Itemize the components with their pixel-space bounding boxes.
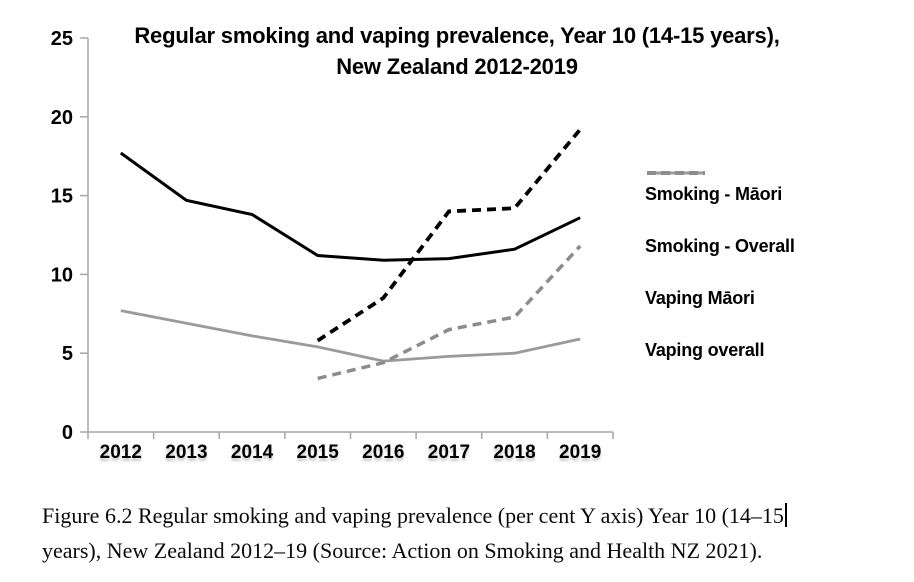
y-axis-label: 25 bbox=[51, 28, 73, 50]
series-line-2 bbox=[316, 128, 582, 343]
y-axis-label: 15 bbox=[51, 186, 73, 208]
line-chart: 0 5 10 15 20 25 2012 2013 2014 2015 2016 2017 2018 20… bbox=[0, 20, 914, 463]
legend-marker-dashed-line-icon bbox=[647, 171, 705, 175]
caption-line1: Figure 6.2 Regular smoking and vaping pr… bbox=[42, 503, 784, 528]
x-axis-label: 2015 bbox=[297, 442, 340, 463]
legend-label-2: Vaping Māori bbox=[645, 287, 755, 308]
x-axis-label: 2019 bbox=[559, 442, 601, 463]
y-axis-label: 0 bbox=[62, 422, 73, 444]
legend-label-0: Smoking - Māori bbox=[645, 183, 783, 204]
legend-label-3: Vaping overall bbox=[645, 339, 765, 360]
chart-title-line1: Regular smoking and vaping prevalence, Y… bbox=[134, 23, 780, 48]
legend-item-2: Vaping Māori bbox=[645, 171, 885, 324]
axis-lines bbox=[87, 38, 613, 433]
legend-item-1: Smoking - Overall bbox=[645, 171, 885, 272]
x-axis-label: 2013 bbox=[165, 442, 207, 463]
x-axis-label: 2012 bbox=[100, 442, 142, 463]
x-axis-label: 2017 bbox=[428, 442, 470, 463]
chart-canvas: 0 5 10 15 20 25 2012 2013 2014 2015 2016 2017 2018 20… bbox=[51, 28, 614, 463]
figure-caption: Figure 6.2 Regular smoking and vaping pr… bbox=[42, 498, 914, 568]
y-axis-label: 5 bbox=[62, 343, 73, 365]
y-axis-label: 20 bbox=[51, 107, 73, 129]
legend-item-3: Vaping overall bbox=[645, 171, 885, 376]
chart-title: Regular smoking and vaping prevalence, Y… bbox=[0, 20, 914, 82]
x-axis-label: 2016 bbox=[362, 442, 404, 463]
series-line-1 bbox=[120, 309, 581, 363]
series-line-3 bbox=[317, 244, 582, 381]
y-axis-label: 10 bbox=[51, 264, 73, 286]
caption-line2: years), New Zealand 2012–19 (Source: Act… bbox=[42, 538, 763, 563]
x-axis-label: 2018 bbox=[493, 442, 535, 463]
text-cursor bbox=[784, 503, 787, 527]
legend-label-1: Smoking - Overall bbox=[645, 235, 795, 256]
series-line-0 bbox=[119, 151, 581, 262]
x-axis-label: 2014 bbox=[231, 442, 274, 463]
chart-legend: Smoking - Māori Smoking - Overall Vaping M… bbox=[645, 168, 885, 376]
chart-title-line2: New Zealand 2012-2019 bbox=[336, 54, 578, 79]
